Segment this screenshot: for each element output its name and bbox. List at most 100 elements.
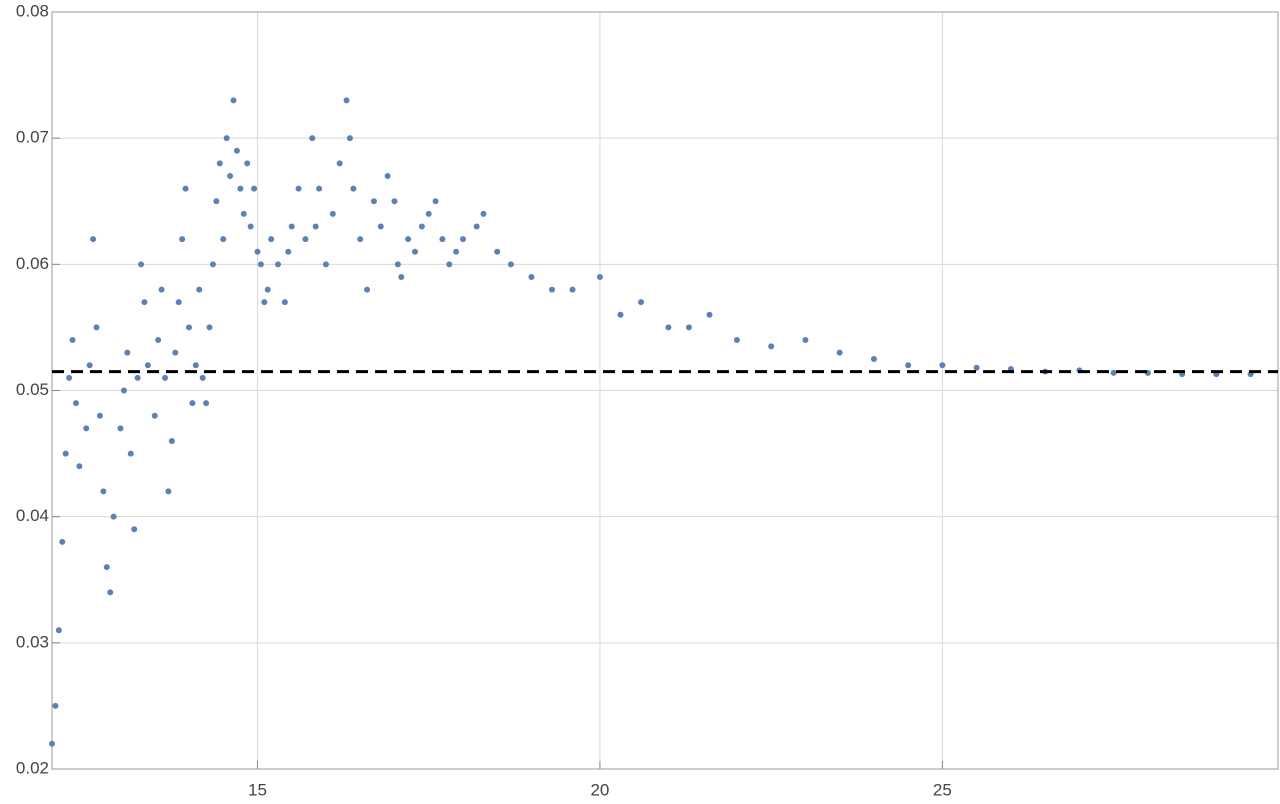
data-point	[213, 198, 220, 205]
data-point	[86, 362, 93, 369]
data-point	[768, 343, 775, 350]
data-point	[309, 135, 316, 142]
data-point	[216, 160, 223, 167]
data-point	[227, 173, 234, 180]
data-point	[391, 198, 398, 205]
plot-frame	[51, 11, 1279, 770]
data-point	[83, 425, 90, 432]
y-tick-label: 0.06	[16, 254, 49, 273]
data-point	[240, 210, 247, 217]
data-point	[939, 362, 946, 369]
x-tick-label: 15	[248, 780, 267, 799]
data-point	[261, 299, 268, 306]
data-point	[168, 437, 175, 444]
data-point	[377, 223, 384, 230]
data-point	[199, 374, 206, 381]
data-point	[288, 223, 295, 230]
data-point	[257, 261, 264, 268]
x-tick-label: 25	[933, 780, 952, 799]
data-point	[665, 324, 672, 331]
data-point	[52, 702, 59, 709]
data-point	[569, 286, 576, 293]
data-point	[398, 273, 405, 280]
data-point	[453, 248, 460, 255]
data-point	[357, 236, 364, 243]
data-point	[230, 97, 237, 104]
data-point	[62, 450, 69, 457]
data-point	[203, 400, 210, 407]
data-point	[1110, 369, 1117, 376]
data-point	[370, 198, 377, 205]
y-tick-label: 0.04	[16, 506, 49, 525]
data-point	[459, 236, 466, 243]
data-point	[507, 261, 514, 268]
data-point	[254, 248, 261, 255]
data-point	[268, 236, 275, 243]
data-point	[49, 740, 55, 747]
data-point	[158, 286, 165, 293]
data-point	[151, 412, 158, 419]
data-point	[870, 355, 877, 362]
data-point	[110, 513, 117, 520]
data-point	[247, 223, 254, 230]
data-point	[302, 236, 309, 243]
data-point	[251, 185, 258, 192]
y-tick-label: 0.05	[16, 380, 49, 399]
data-point	[617, 311, 624, 318]
data-point	[189, 400, 196, 407]
data-point	[244, 160, 251, 167]
data-point	[295, 185, 302, 192]
data-point	[905, 362, 912, 369]
data-point	[733, 337, 740, 344]
data-point	[90, 236, 97, 243]
data-point	[233, 147, 240, 154]
data-point	[973, 364, 980, 371]
data-point	[322, 261, 329, 268]
data-point	[182, 185, 189, 192]
data-point	[134, 374, 141, 381]
data-point	[346, 135, 353, 142]
data-point	[446, 261, 453, 268]
y-tick-label: 0.07	[16, 128, 49, 147]
data-point	[281, 299, 288, 306]
data-point	[275, 261, 282, 268]
data-point	[220, 236, 227, 243]
data-point	[836, 349, 843, 356]
data-point	[384, 173, 391, 180]
data-point	[480, 210, 487, 217]
data-point	[223, 135, 230, 142]
data-point	[192, 362, 199, 369]
data-point	[179, 236, 186, 243]
data-point	[329, 210, 336, 217]
data-point	[802, 337, 809, 344]
data-point	[59, 538, 66, 545]
data-point	[364, 286, 371, 293]
data-point	[131, 526, 138, 533]
data-point	[336, 160, 343, 167]
data-point	[405, 236, 412, 243]
data-point	[162, 374, 169, 381]
data-point	[285, 248, 292, 255]
data-point	[350, 185, 357, 192]
data-point	[596, 273, 603, 280]
data-point	[124, 349, 131, 356]
data-point	[528, 273, 535, 280]
data-point	[120, 387, 127, 394]
data-point	[439, 236, 446, 243]
data-point	[175, 299, 182, 306]
data-point	[107, 589, 114, 596]
y-tick-label: 0.03	[16, 632, 49, 651]
data-point	[185, 324, 192, 331]
data-point	[206, 324, 213, 331]
data-point	[93, 324, 100, 331]
data-point	[412, 248, 419, 255]
data-point	[155, 337, 162, 344]
data-point	[343, 97, 350, 104]
data-point	[316, 185, 323, 192]
y-tick-label: 0.02	[16, 758, 49, 777]
data-point	[706, 311, 713, 318]
data-point	[548, 286, 555, 293]
data-point	[196, 286, 203, 293]
data-point	[165, 488, 172, 495]
